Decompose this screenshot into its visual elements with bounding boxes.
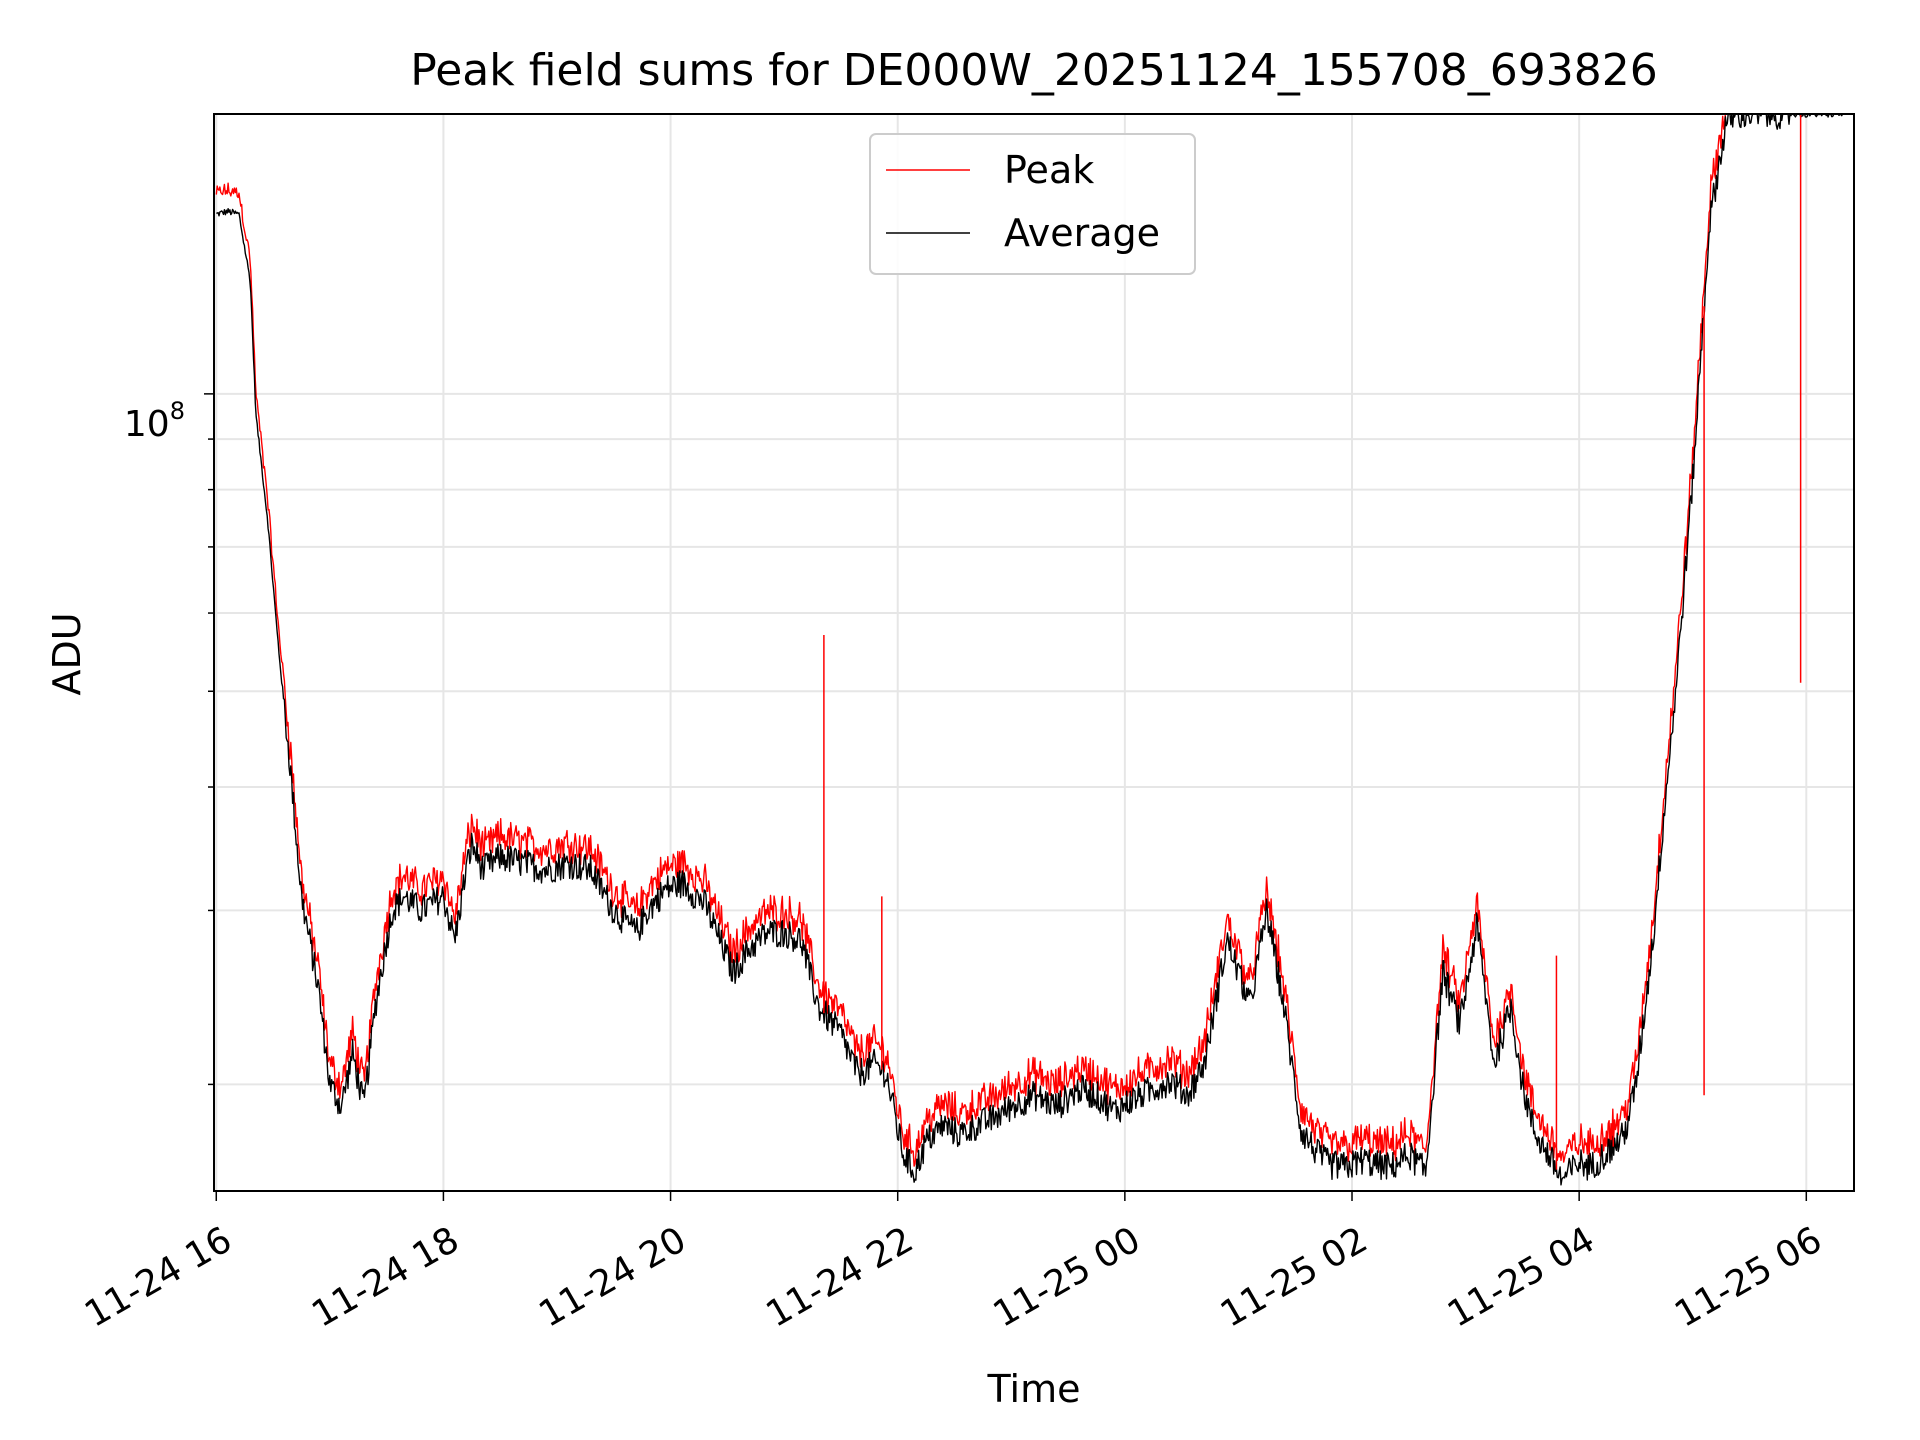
plot-frame	[213, 113, 1855, 1192]
y-ticks	[204, 393, 214, 1086]
legend-peak-label: Peak	[1004, 148, 1094, 192]
y-tick-label-1e8: 108	[124, 397, 185, 445]
legend-box	[869, 133, 1196, 275]
y-axis-label: ADU	[45, 612, 89, 695]
grid	[214, 114, 1854, 1191]
legend-average-label: Average	[1004, 211, 1160, 255]
series-group	[215, 113, 1844, 1186]
legend: Peak Average	[869, 133, 1196, 275]
x-axis-label: Time	[987, 1367, 1081, 1411]
average-series-line	[216, 113, 1844, 1186]
chart-title: Peak field sums for DE000W_20251124_1557…	[410, 45, 1658, 96]
peak-series-line	[215, 113, 1843, 1167]
